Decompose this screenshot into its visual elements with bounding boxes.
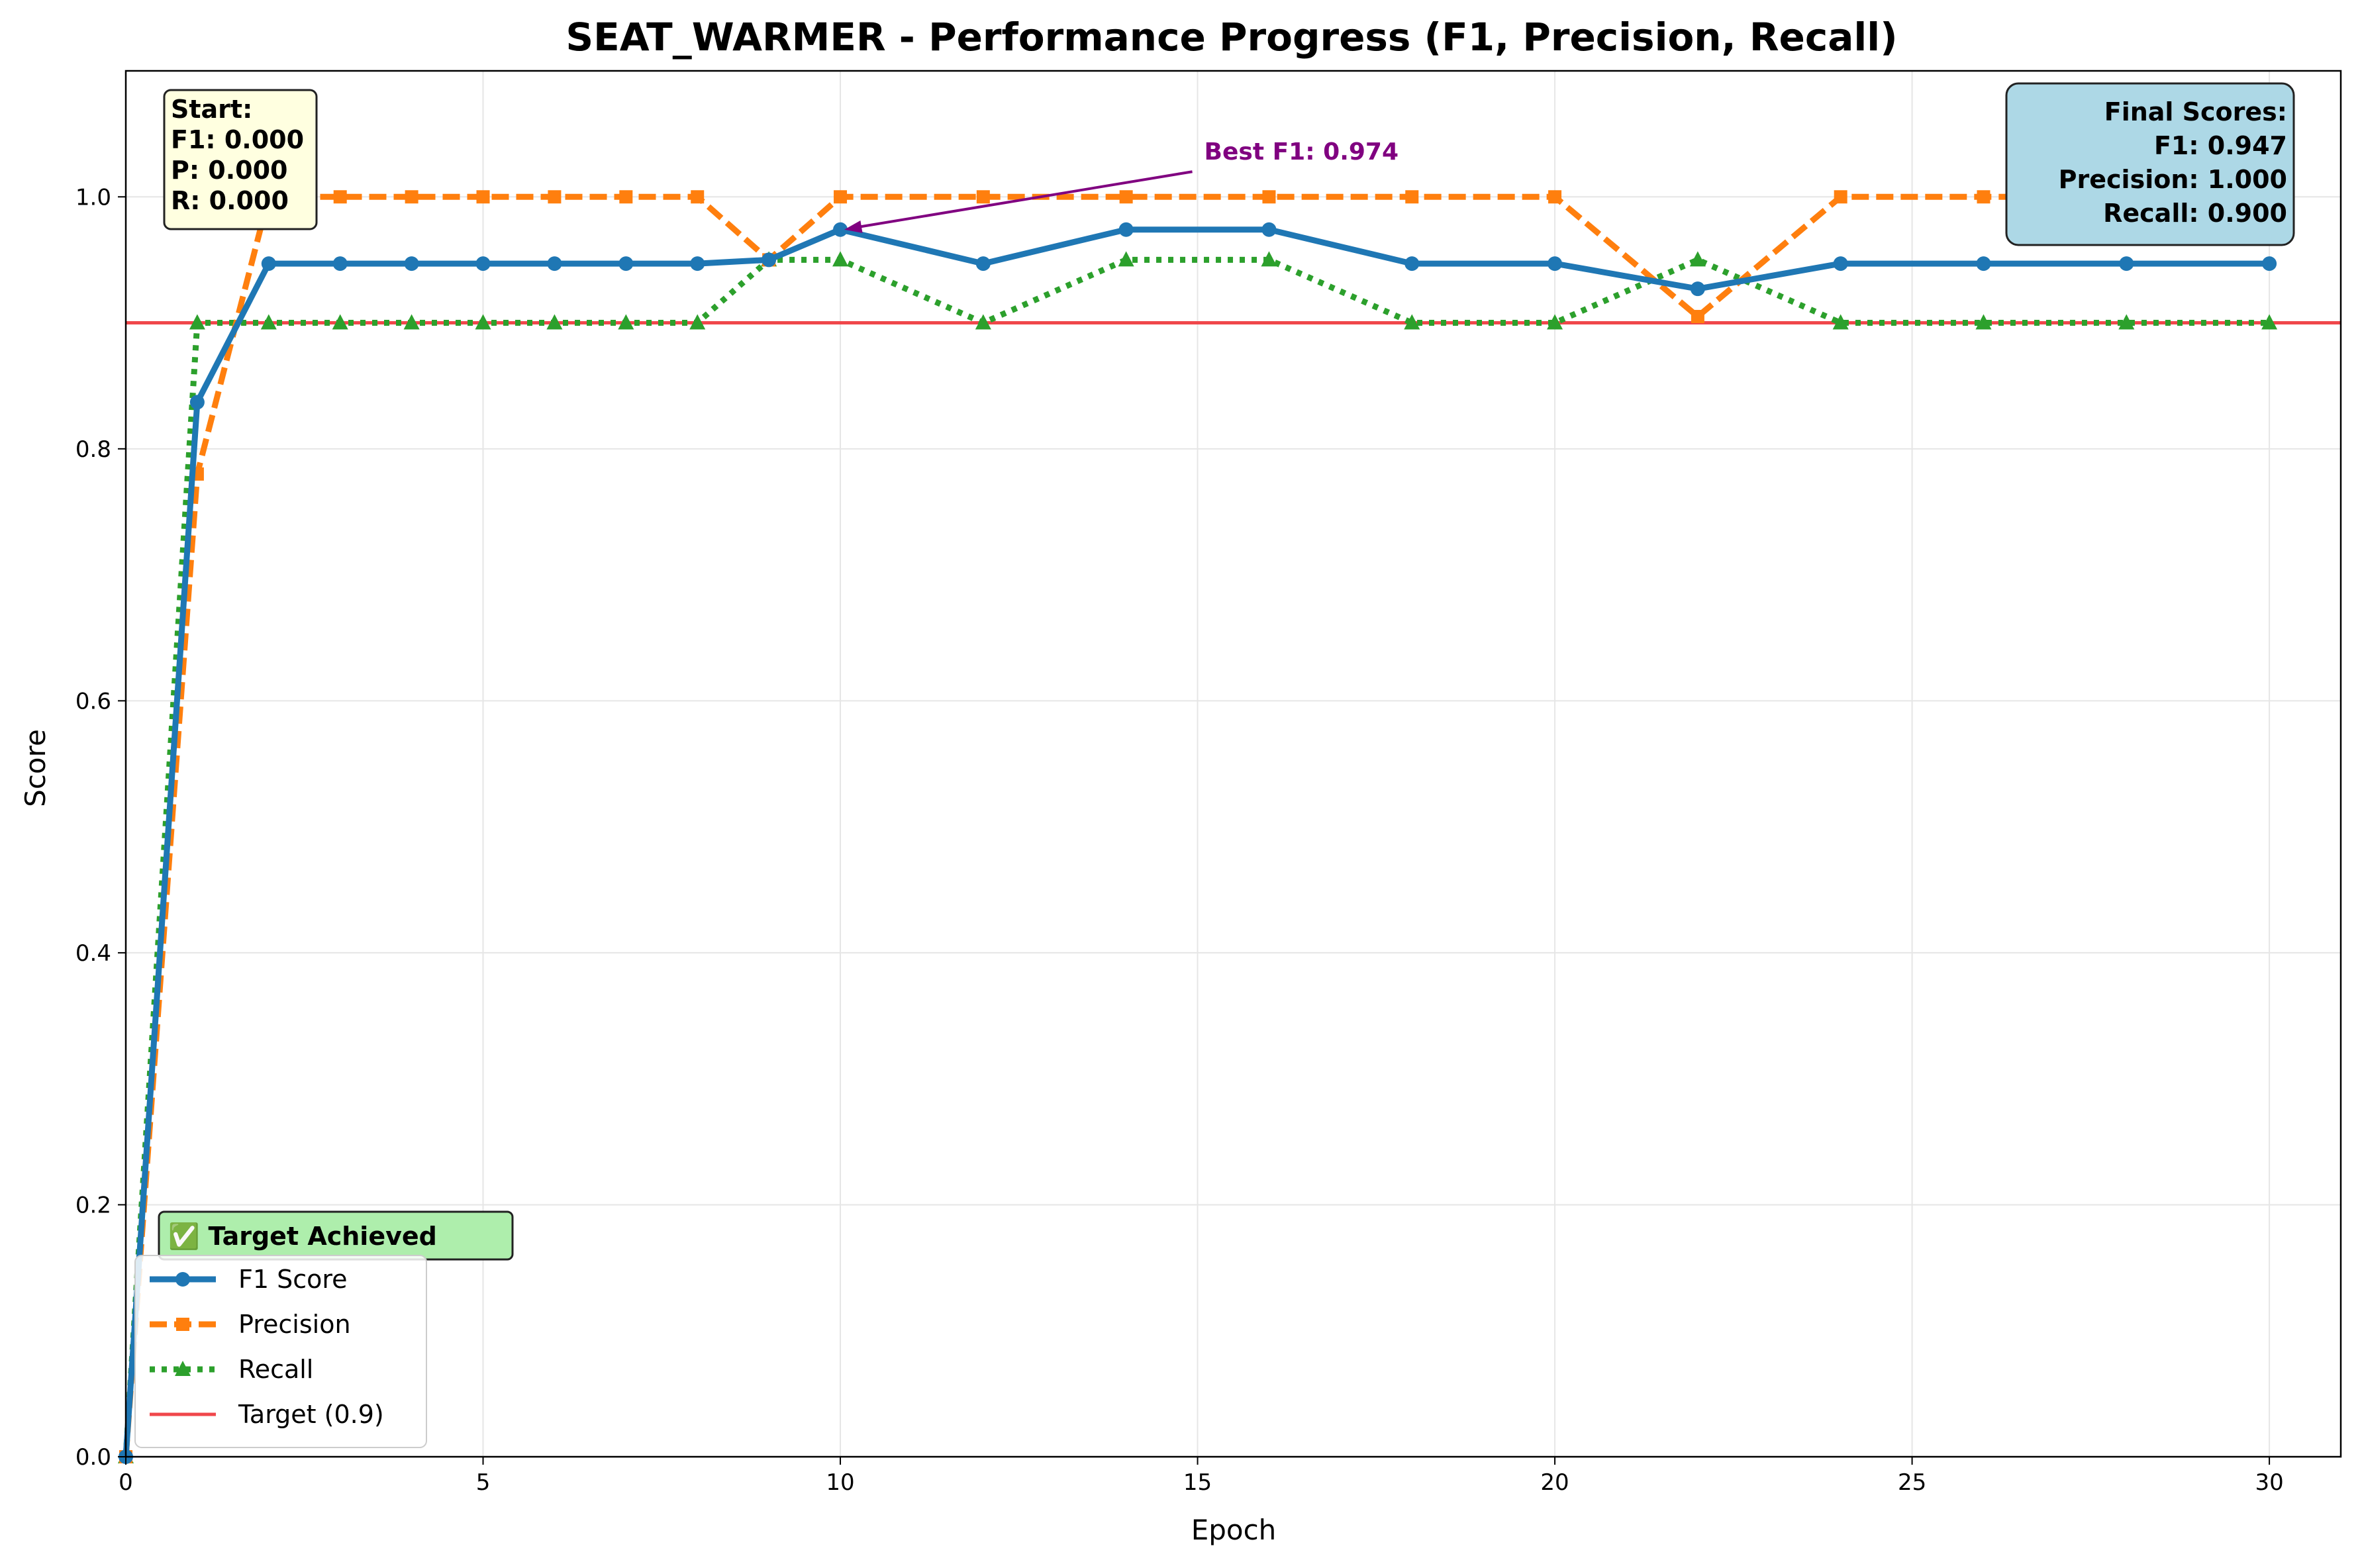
final-scores-line: F1: 0.947 [2154, 131, 2287, 160]
recall-point [689, 314, 706, 330]
y-tick-label: 0.6 [75, 688, 111, 714]
f1-score-point [618, 256, 634, 271]
recall-point [1404, 314, 1420, 330]
precision-point [476, 190, 490, 204]
start-box [163, 89, 318, 230]
f1-score-point [547, 256, 562, 271]
f1-score-point [475, 256, 491, 271]
f1-score-point [1118, 222, 1134, 237]
y-tick-label: 0.8 [75, 436, 111, 463]
precision-point [1691, 310, 1704, 324]
legend-recall-label: Recall [238, 1355, 313, 1384]
legend-f1-score-marker [175, 1272, 190, 1287]
precision-point [976, 190, 990, 204]
start-box-line: R: 0.000 [171, 186, 289, 215]
recall-point [546, 314, 563, 330]
f1-score-point [975, 256, 991, 271]
precision-point [834, 190, 848, 204]
precision-point [691, 190, 705, 204]
recall-point [2118, 314, 2135, 330]
x-tick-label: 5 [476, 1469, 491, 1496]
x-tick-label: 0 [119, 1469, 133, 1496]
x-tick-label: 30 [2255, 1469, 2283, 1496]
x-tick-label: 20 [1540, 1469, 1569, 1496]
annotation-arrow-head [844, 220, 863, 233]
f1-score-point [762, 252, 777, 268]
precision-point [548, 190, 562, 204]
final-scores-box [2005, 82, 2295, 246]
chart-title: SEAT_WARMER - Performance Progress (F1, … [565, 15, 1897, 60]
recall-point [1261, 251, 1277, 267]
x-tick-label: 15 [1183, 1469, 1212, 1496]
y-tick-label: 1.0 [75, 184, 111, 211]
recall-point [1118, 251, 1134, 267]
recall-point [260, 314, 277, 330]
y-tick-label: 0.2 [75, 1192, 111, 1218]
f1-score-point [2119, 256, 2134, 271]
precision-point [1119, 190, 1133, 204]
x-tick-label: 25 [1898, 1469, 1926, 1496]
start-box-line: P: 0.000 [171, 156, 287, 185]
f1-score-point [1261, 222, 1277, 237]
x-axis-label: Epoch [1191, 1514, 1277, 1546]
precision-point [1977, 190, 1991, 204]
y-axis-label: Score [19, 729, 52, 807]
recall-point [975, 314, 991, 330]
precision-point [1548, 190, 1562, 204]
f1-score-point [404, 256, 419, 271]
precision-point [333, 190, 347, 204]
recall-point [1689, 251, 1706, 267]
legend-precision-marker [176, 1318, 189, 1331]
legend-recall-marker [175, 1361, 191, 1376]
recall-point [403, 314, 420, 330]
f1-score-point [1548, 256, 1563, 271]
f1-score-point [833, 222, 848, 237]
start-box-line: F1: 0.000 [171, 125, 304, 154]
recall-point [618, 314, 634, 330]
f1-score-point [261, 256, 276, 271]
recall-point [189, 314, 205, 330]
legend-frame [134, 1255, 427, 1448]
f1-score-point [2262, 256, 2277, 271]
axis-ticks: 0 5 10 15 20 25 30 0.0 0.2 0.4 0.6 0.8 1.0 [75, 184, 2284, 1496]
legend-f1-score-label: F1 Score [238, 1265, 348, 1294]
precision-point [1834, 190, 1847, 204]
legend-precision-label: Precision [238, 1310, 351, 1339]
start-box-line: Start: [171, 95, 252, 124]
precision-point [1405, 190, 1419, 204]
recall-point [1975, 314, 1992, 330]
y-tick-label: 0.0 [75, 1444, 111, 1471]
recall-point [832, 251, 849, 267]
annotation-label: Best F1: 0.974 [1205, 138, 1399, 166]
annotation-arrow-line [854, 170, 1193, 229]
final-scores-line: Final Scores: [2104, 97, 2287, 126]
recall-point [1547, 314, 1563, 330]
recall-point [475, 314, 491, 330]
y-tick-label: 0.4 [75, 940, 111, 967]
f1-score-point [189, 395, 205, 410]
f1-score-point [1976, 256, 1991, 271]
final-scores-line: Recall: 0.900 [2103, 199, 2287, 228]
recall-point [332, 314, 348, 330]
plot-frame [124, 70, 2342, 1458]
f1-score-point [1404, 256, 1420, 271]
best-f1-annotation: Best F1: 0.974 [844, 138, 1399, 233]
recall-point [2261, 314, 2278, 330]
f1-score-point [332, 256, 348, 271]
final-scores-line: Precision: 1.000 [2059, 165, 2287, 194]
legend: F1 Score Precision Recall Target (0.9) [134, 1255, 427, 1448]
x-tick-label: 10 [826, 1469, 854, 1496]
target-achieved-label: ✅ Target Achieved [168, 1222, 437, 1251]
precision-point [1262, 190, 1276, 204]
precision-point [619, 190, 633, 204]
precision-point [405, 190, 418, 204]
recall-point [1832, 314, 1849, 330]
f1-score-point [690, 256, 705, 271]
f1-score-point [1690, 281, 1705, 297]
f1-score-point [1833, 256, 1848, 271]
legend-target-label: Target (0.9) [238, 1400, 384, 1429]
